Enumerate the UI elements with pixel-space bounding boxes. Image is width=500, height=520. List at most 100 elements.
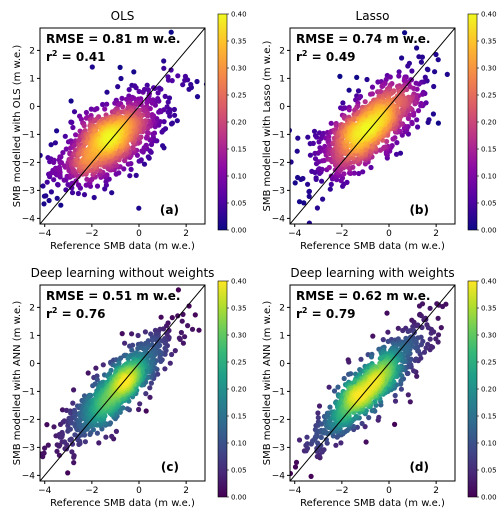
scatter-point xyxy=(313,175,319,181)
scatter-point xyxy=(167,360,173,366)
colorbar-tick-label: 0.10 xyxy=(481,173,497,181)
x-axis-label: Reference SMB data (m w.e.) xyxy=(50,498,195,509)
scatter-point xyxy=(155,90,161,96)
scatter-point xyxy=(144,129,151,136)
y-tick-label: −4 xyxy=(22,471,36,481)
scatter-point xyxy=(405,328,411,334)
x-tick-label: 2 xyxy=(183,229,189,239)
scatter-point xyxy=(380,337,386,343)
scatter-point xyxy=(52,225,57,230)
scatter-point xyxy=(81,123,87,129)
scatter-point xyxy=(296,199,303,205)
panel-tag: (a) xyxy=(160,203,179,217)
scatter-point xyxy=(148,380,154,386)
scatter-point xyxy=(143,408,149,414)
colorbar: 0.000.050.100.150.200.250.300.350.40 xyxy=(217,278,247,502)
scatter-point xyxy=(176,335,182,341)
colorbar-tick-label: 0.30 xyxy=(231,332,247,340)
scatter-point xyxy=(326,384,332,390)
y-tick-label: 2 xyxy=(29,303,35,313)
scatter-point xyxy=(69,119,75,125)
scatter-point xyxy=(353,413,359,419)
scatter-point xyxy=(127,173,133,179)
scatter-point xyxy=(125,161,131,167)
scatter-point xyxy=(192,312,198,318)
scatter-point xyxy=(433,336,439,342)
scatter-point xyxy=(158,358,164,364)
scatter-point xyxy=(180,340,186,346)
scatter-point xyxy=(363,439,369,445)
scatter-point xyxy=(156,109,162,115)
panel-d: Deep learning with weights−4 −2 0 2−4−3−2−1… xyxy=(262,266,497,509)
scatter-point xyxy=(385,329,391,335)
colorbar-tick-label: 0.05 xyxy=(231,467,247,475)
scatter-point xyxy=(415,124,421,130)
scatter-point xyxy=(164,323,170,329)
scatter-point xyxy=(70,124,76,131)
scatter-point xyxy=(73,132,79,138)
axes-frame xyxy=(289,27,456,225)
scatter-point xyxy=(168,29,174,35)
scatter-point xyxy=(356,170,362,177)
colorbar-tick-label: 0.05 xyxy=(481,467,497,475)
scatter-point xyxy=(182,77,188,83)
scatter-point xyxy=(119,331,125,337)
scatter-point xyxy=(166,95,173,101)
colorbar-tick-label: 0.15 xyxy=(231,413,247,421)
scatter-point xyxy=(147,385,153,391)
panel-title: OLS xyxy=(111,9,135,23)
panel-tag: (c) xyxy=(161,460,179,474)
scatter-point xyxy=(414,373,420,379)
scatter-point xyxy=(418,59,424,65)
scatter-point xyxy=(435,57,441,63)
scatter-point xyxy=(311,128,318,134)
scatter-point xyxy=(295,135,301,141)
scatter-point xyxy=(130,342,136,348)
scatter-point xyxy=(58,202,64,208)
scatter-point xyxy=(149,337,156,343)
scatter-point xyxy=(81,192,88,198)
scatter-point xyxy=(136,88,142,95)
one-to-one-line xyxy=(290,28,455,224)
scatter-point xyxy=(435,120,441,126)
colorbar-tick-label: 0.25 xyxy=(481,359,497,367)
scatter-point xyxy=(405,353,411,360)
scatter-point xyxy=(425,325,431,331)
scatter-point xyxy=(378,88,384,95)
scatter-point xyxy=(314,134,320,140)
scatter-point xyxy=(44,422,50,428)
scatter-point xyxy=(344,179,350,185)
scatter-point xyxy=(424,66,430,72)
scatter-point xyxy=(140,89,146,95)
scatter-point xyxy=(316,403,323,409)
scatter-point xyxy=(194,78,200,85)
scatter-point xyxy=(44,179,50,185)
scatter-point xyxy=(186,86,192,92)
scatter-point xyxy=(419,301,426,307)
panel-title: Deep learning without weights xyxy=(31,266,215,280)
scatter-point xyxy=(188,81,194,88)
scatter-point xyxy=(409,68,415,74)
scatter-point xyxy=(70,400,76,406)
scatter-point xyxy=(463,320,468,325)
scatter-point xyxy=(16,488,21,493)
scatter-point xyxy=(83,109,89,116)
scatter-point xyxy=(172,348,178,354)
scatter-point xyxy=(165,74,171,80)
scatter-point xyxy=(314,433,320,439)
scatter-point xyxy=(459,53,464,58)
scatter-point xyxy=(89,64,95,70)
scatter-point xyxy=(335,384,341,390)
scatter-point xyxy=(290,127,292,133)
scatter-point xyxy=(400,327,406,334)
scatter-point xyxy=(182,73,188,79)
scatter-point xyxy=(326,137,332,143)
scatter-point xyxy=(380,83,386,89)
scatter-point xyxy=(72,432,78,438)
scatter-point xyxy=(41,450,47,456)
scatter-point xyxy=(141,145,147,151)
y-tick-label: −4 xyxy=(272,471,286,481)
scatter-point xyxy=(65,470,71,476)
scatter-point xyxy=(122,340,128,346)
scatter-point xyxy=(122,379,128,385)
